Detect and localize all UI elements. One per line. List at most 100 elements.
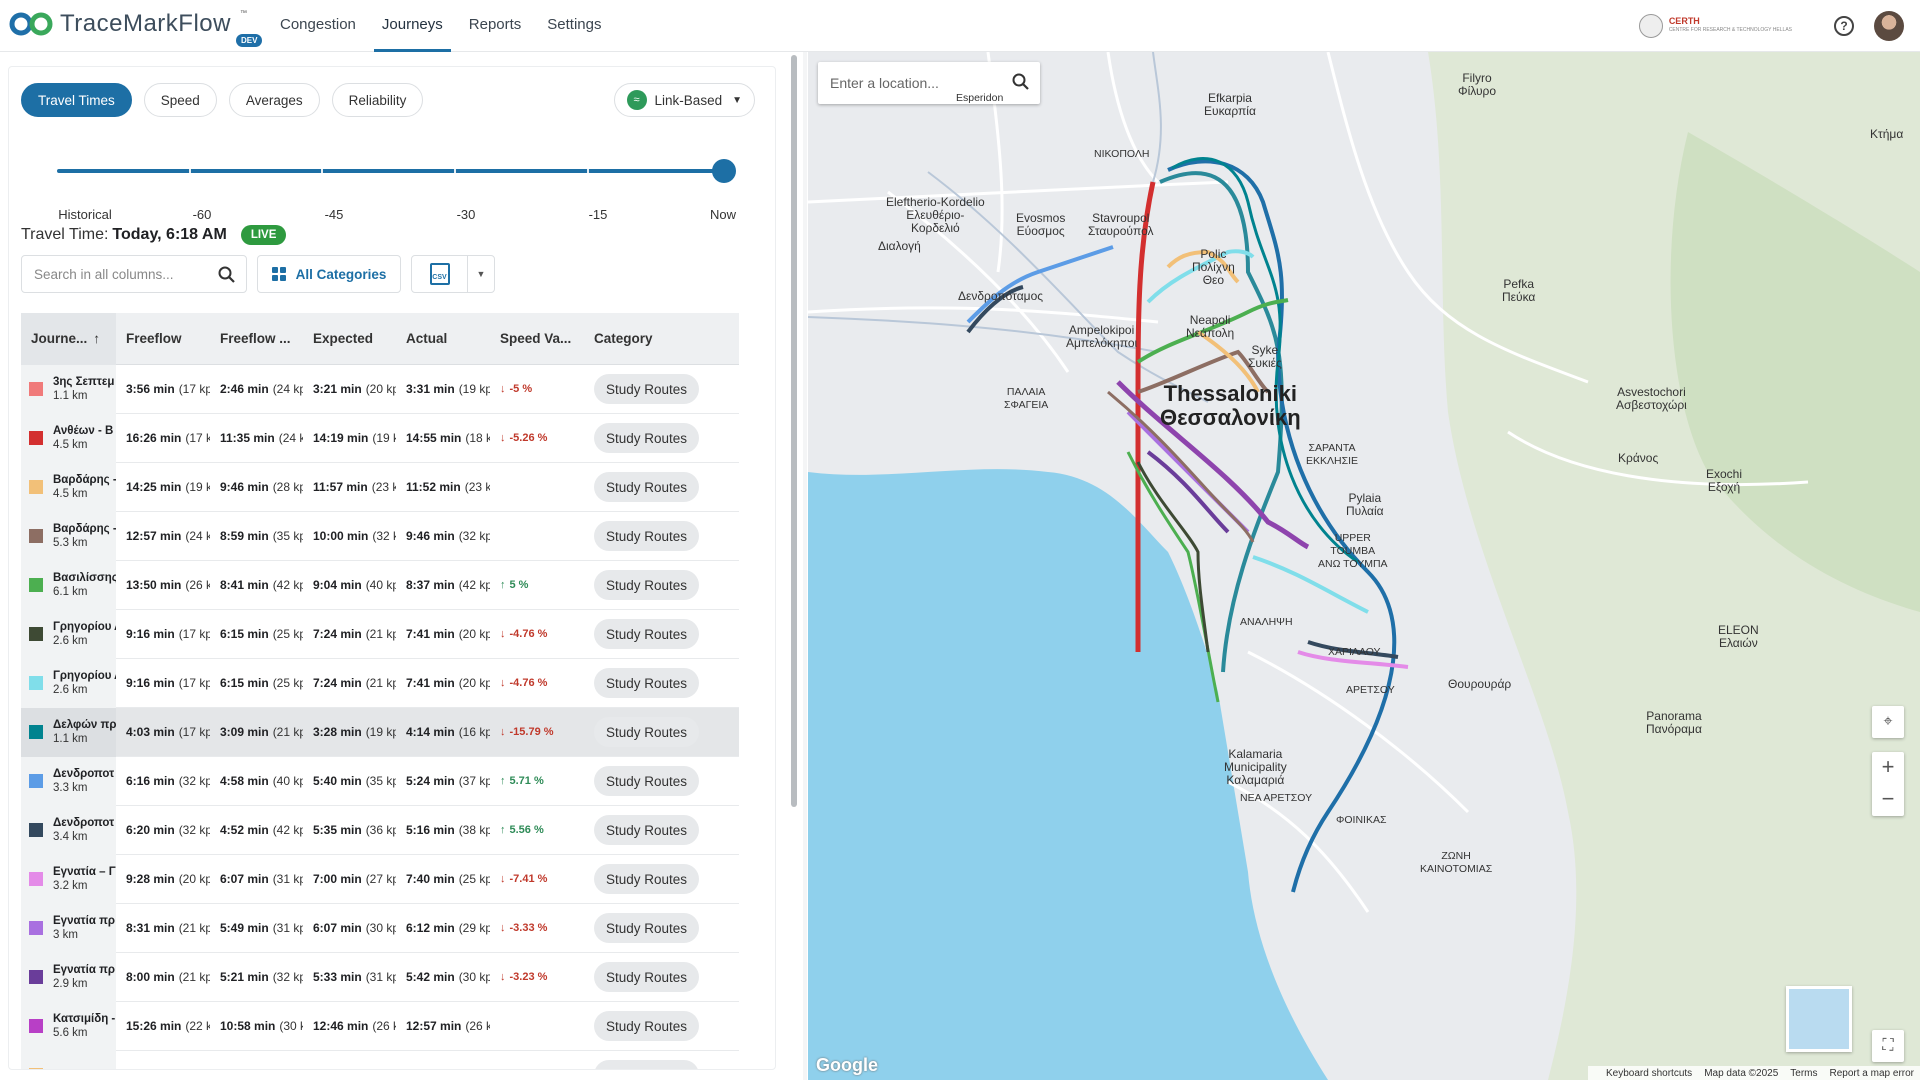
timeline-label[interactable]: Now xyxy=(709,207,737,222)
journey-name: 3ης Σεπτεμ xyxy=(53,375,115,388)
panel-scrollbar[interactable] xyxy=(791,55,797,807)
avatar[interactable] xyxy=(1874,11,1904,41)
slider-track xyxy=(57,169,723,173)
slider-thumb[interactable] xyxy=(712,159,736,183)
table-row[interactable]: Δενδροποτ 3.3 km 6:16 min (32 kp 4:58 min(… xyxy=(21,756,739,806)
category-chip[interactable]: Study Routes xyxy=(594,374,700,404)
panel-splitter[interactable] xyxy=(803,52,807,1080)
table-row[interactable]: Εγνατία πρ 2.9 km 8:00 min (21 kp 5:21 min… xyxy=(21,952,739,1002)
nav-congestion[interactable]: Congestion xyxy=(280,16,356,33)
timeline-label[interactable]: -30 xyxy=(456,207,476,222)
app-logo[interactable]: TraceMarkFlow ™ DEV xyxy=(8,10,263,47)
terms-link[interactable]: Terms xyxy=(1790,1067,1818,1079)
expected-speed: (23 k xyxy=(371,480,396,494)
category-cell: Study Routes xyxy=(584,414,739,463)
timeline-label[interactable]: -15 xyxy=(588,207,608,222)
map-type-thumbnail[interactable] xyxy=(1786,986,1852,1052)
column-header-freeflow-2[interactable]: Freeflow ... xyxy=(220,331,291,346)
nav-journeys[interactable]: Journeys xyxy=(373,0,451,52)
export-dropdown-button[interactable]: ▼ xyxy=(468,256,494,292)
journey-name: Γρηγορίου Λ xyxy=(53,620,116,633)
column-header-category[interactable]: Category xyxy=(594,331,653,346)
search-input[interactable]: Search in all columns... xyxy=(21,255,247,293)
category-chip[interactable]: Study Routes xyxy=(594,717,700,747)
expected-speed: (31 kp xyxy=(365,970,396,984)
speed-variation-value: 5 % xyxy=(509,579,529,591)
table-row[interactable]: Δελφών πρ 1.1 km 4:03 min (17 kp 3:09 min(… xyxy=(21,707,739,757)
tab-speed[interactable]: Speed xyxy=(143,83,217,117)
category-chip[interactable]: Study Routes xyxy=(594,570,700,600)
table-row[interactable]: Λαγκαδά – Study Routes xyxy=(21,1050,739,1069)
table-row[interactable]: Βαρδάρης -4.5 km 14:25 min (19 k 9:46 min… xyxy=(21,462,739,512)
journey-cell: Κατσιμίδη -5.6 km xyxy=(21,1001,116,1051)
category-chip[interactable]: Study Routes xyxy=(594,962,700,992)
table-row[interactable]: Βασιλίσσης 6.1 km 13:50 min (26 k 8:41 min… xyxy=(21,560,739,610)
column-header-expected[interactable]: Expected xyxy=(313,331,374,346)
timeline-label[interactable]: Historical xyxy=(58,207,112,222)
freeflow2-cell: 3:09 min (21 kp xyxy=(210,708,303,757)
export-csv-button[interactable]: CSV xyxy=(412,256,468,292)
timeline-label[interactable]: -60 xyxy=(192,207,212,222)
recenter-icon[interactable]: ⌖ xyxy=(1872,706,1904,738)
actual-time: 6:12 min xyxy=(406,921,455,935)
table-row[interactable]: Κατσιμίδη -5.6 km 15:26 min (22 k 10:58 m… xyxy=(21,1001,739,1051)
keyboard-shortcuts-link[interactable]: Keyboard shortcuts xyxy=(1606,1067,1693,1079)
arrow-up-icon: ↑ xyxy=(500,824,506,836)
journey-name: Εγνατία – Γ xyxy=(53,865,116,878)
category-chip[interactable]: Study Routes xyxy=(594,472,700,502)
column-header-actual[interactable]: Actual xyxy=(406,331,448,346)
table-row[interactable]: Βαρδάρης -5.3 km 12:57 min (24 k 8:59 min… xyxy=(21,511,739,561)
table-row[interactable]: Εγνατία πρ 3 km 8:31 min (21 kp 5:49 min (3… xyxy=(21,903,739,953)
tab-averages[interactable]: Averages xyxy=(228,83,320,117)
table-row[interactable]: Ανθέων - Β 4.5 km 16:26 min (17 k 11:35 mi… xyxy=(21,413,739,463)
timeline-label[interactable]: -45 xyxy=(324,207,344,222)
table-row[interactable]: Γρηγορίου Λ 2.6 km 9:16 min (17 kp 6:15 mi… xyxy=(21,609,739,659)
tab-reliability[interactable]: Reliability xyxy=(331,83,424,117)
column-header-journey[interactable]: Journe... ↑ xyxy=(21,313,116,365)
search-icon[interactable] xyxy=(1012,73,1030,91)
nav-reports[interactable]: Reports xyxy=(468,16,522,33)
map-place-label: ΠΑΛΑΙΑ ΣΦΑΓΕΙΑ xyxy=(1004,386,1049,411)
category-chip[interactable]: Study Routes xyxy=(594,815,700,845)
map-place-label: Pefka Πεύκα xyxy=(1502,277,1536,304)
mode-select[interactable]: ≈ Link-Based ▼ xyxy=(613,83,755,117)
expected-cell: 5:33 min (31 kp xyxy=(303,953,396,1002)
route-color-swatch xyxy=(29,774,43,788)
table-row[interactable]: 3ης Σεπτεμ 1.1 km 3:56 min (17 kp 2:46 min… xyxy=(21,364,739,414)
journey-distance: 3.2 km xyxy=(53,879,88,892)
table-row[interactable]: Γρηγορίου Λ 2.6 km 9:16 min (17 kp 6:15 mi… xyxy=(21,658,739,708)
category-chip[interactable]: Study Routes xyxy=(594,619,700,649)
category-chip[interactable]: Study Routes xyxy=(594,1011,700,1041)
category-chip[interactable]: Study Routes xyxy=(594,423,700,453)
tab-travel-times[interactable]: Travel Times xyxy=(21,83,132,117)
route-color-swatch xyxy=(29,382,43,396)
map-place-label: Syke Συκιές xyxy=(1248,343,1282,370)
category-chip[interactable]: Study Routes xyxy=(594,864,700,894)
table-row[interactable]: Δενδροποτ 3.4 km 6:20 min (32 kp 4:52 min(… xyxy=(21,805,739,855)
map-search-input[interactable]: Enter a location... xyxy=(818,62,1040,104)
category-chip[interactable]: Study Routes xyxy=(594,766,700,796)
search-icon[interactable] xyxy=(218,266,236,284)
report-map-error-link[interactable]: Report a map error xyxy=(1829,1067,1914,1079)
category-chip[interactable]: Study Routes xyxy=(594,913,700,943)
expected-cell: 10:00 min(32 k xyxy=(303,512,396,561)
nav-settings[interactable]: Settings xyxy=(547,16,602,33)
category-chip[interactable]: Study Routes xyxy=(594,1060,700,1069)
table-row[interactable]: Εγνατία – Γ 3.2 km 9:28 min (20 kp 6:07 mi… xyxy=(21,854,739,904)
freeflow2-speed: (30 k xyxy=(279,1019,303,1033)
route-color-swatch xyxy=(29,1068,43,1069)
actual-speed: (37 kp xyxy=(458,774,490,788)
category-chip[interactable]: Study Routes xyxy=(594,521,700,551)
column-header-speed-variation[interactable]: Speed Va... xyxy=(500,331,572,346)
zoom-in-button[interactable]: + xyxy=(1881,754,1895,779)
help-icon[interactable]: ? xyxy=(1834,16,1854,36)
all-categories-button[interactable]: All Categories xyxy=(257,255,401,293)
column-header-freeflow[interactable]: Freeflow xyxy=(126,331,182,346)
map-view[interactable]: Enter a location... Filyro Φίλυρο Efkarpi… xyxy=(808,52,1920,1080)
fullscreen-icon[interactable]: ⛶ xyxy=(1872,1030,1904,1062)
timeline-slider[interactable]: Historical -60 -45 -30 -15 Now xyxy=(57,151,737,222)
speed-variation-value: -4.76 % xyxy=(509,628,548,640)
category-chip[interactable]: Study Routes xyxy=(594,668,700,698)
freeflow-cell: 9:28 min (20 kp xyxy=(116,855,210,904)
zoom-out-button[interactable]: − xyxy=(1881,786,1895,811)
